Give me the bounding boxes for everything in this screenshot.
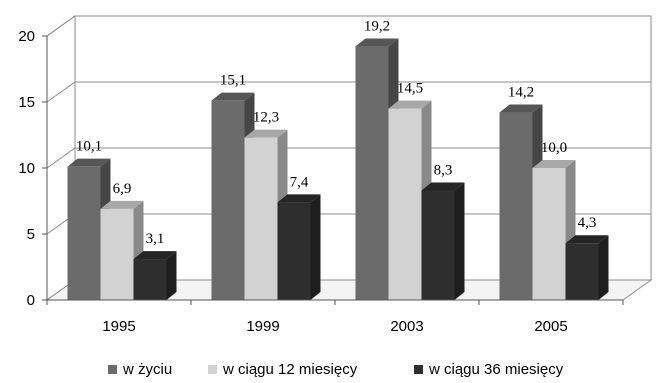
bar-top (277, 194, 321, 203)
bar-front (388, 108, 422, 300)
bar-side (310, 194, 321, 300)
bar-side (166, 251, 177, 300)
x-tick-label: 1995 (102, 318, 135, 335)
bar: 4,3 (565, 215, 609, 300)
data-label: 10,1 (76, 139, 102, 155)
bar-front (100, 208, 134, 300)
bar-side (598, 235, 609, 300)
y-axis-ticks: 0 5 10 15 20 (18, 28, 48, 309)
bar-top (67, 158, 111, 167)
gridline (46, 147, 651, 169)
bar-front (67, 166, 101, 300)
gridline (46, 15, 651, 37)
legend-label: w ciągu 12 miesięcy (222, 361, 358, 378)
data-label: 8,3 (434, 162, 453, 178)
legend: w życiu w ciągu 12 miesięcy w ciągu 36 mie… (108, 361, 564, 378)
data-label: 14,2 (508, 85, 534, 101)
x-tick-label: 1999 (246, 318, 279, 335)
x-tick-label: 2003 (390, 318, 423, 335)
data-label: 3,1 (146, 231, 165, 247)
bar-front (565, 243, 599, 300)
data-label: 12,3 (253, 110, 279, 126)
bar-top (355, 38, 399, 47)
bar-top (565, 235, 609, 244)
gridline (46, 81, 651, 103)
bar-top (532, 160, 576, 168)
bar-front (277, 202, 311, 300)
bar-top (499, 104, 543, 113)
data-label: 15,1 (220, 73, 246, 89)
bar-front (133, 259, 167, 300)
legend-label: w ciągu 36 miesięcy (428, 361, 564, 378)
data-label: 7,4 (290, 174, 309, 190)
data-label: 14,5 (397, 81, 423, 97)
legend-item: w ciągu 36 miesięcy (414, 361, 564, 378)
legend-swatch (414, 365, 423, 374)
legend-label: w życiu (122, 361, 172, 378)
x-axis-ticks: 1995 1999 2003 2005 (46, 299, 624, 335)
bar-side (454, 182, 465, 300)
bar-front (244, 137, 278, 300)
bar-top (421, 182, 465, 191)
bar-top (211, 92, 255, 101)
y-tick-label: 15 (18, 94, 35, 111)
y-tick-label: 10 (18, 160, 35, 177)
bar: 8,3 (421, 162, 465, 300)
y-tick-label: 0 (27, 292, 35, 309)
x-tick-label: 2005 (534, 318, 567, 335)
data-label: 19,2 (364, 19, 390, 35)
bar-top (100, 200, 144, 209)
bar: 7,4 (277, 174, 321, 300)
data-label: 6,9 (113, 181, 132, 197)
bar: 6,9 (100, 181, 144, 300)
bar-top (133, 251, 177, 260)
legend-swatch (208, 365, 217, 374)
bar-top (388, 100, 432, 109)
bar-front (499, 112, 533, 300)
bars: 10,1 6,9 3,1 15,1 12,3 7,4 19,2 14,5 8,3 14,2 10,0… (67, 19, 609, 301)
data-label: 4,3 (578, 215, 597, 231)
bar: 3,1 (133, 231, 177, 300)
y-tick-label: 5 (27, 226, 35, 243)
legend-swatch (108, 365, 117, 374)
bar-front (421, 190, 455, 300)
data-label: 10,0 (541, 140, 567, 156)
legend-item: w ciągu 12 miesięcy (208, 361, 358, 378)
bar-front (355, 46, 389, 301)
bar-front (211, 100, 245, 301)
bar-top (244, 129, 288, 138)
y-tick-label: 20 (18, 28, 35, 45)
legend-item: w życiu (108, 361, 172, 378)
bar-front (532, 168, 566, 300)
